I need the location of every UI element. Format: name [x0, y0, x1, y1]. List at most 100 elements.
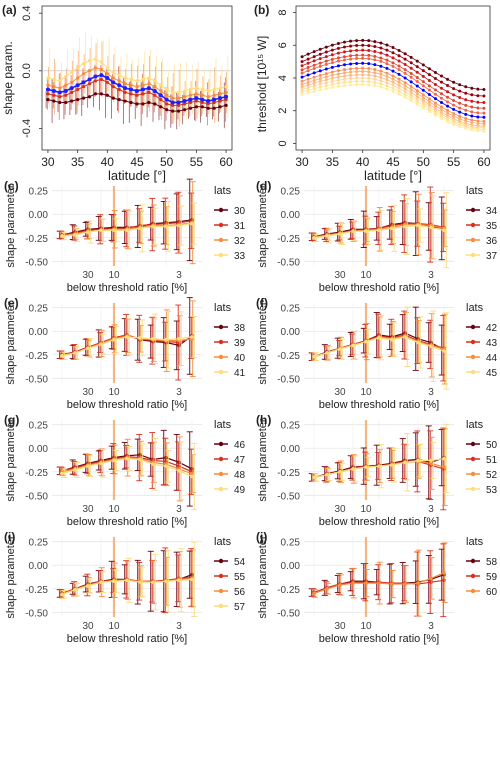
facet-point [73, 351, 77, 355]
facet-ytick-label: 0.00 [281, 444, 301, 455]
panel-b-point [349, 80, 353, 84]
facet-legend-label: 47 [234, 455, 246, 466]
panel-a-point [123, 82, 127, 86]
panel-b-point [355, 39, 359, 43]
panel-b-point [427, 107, 431, 111]
panel-b-point [433, 92, 437, 96]
panel-b-point [427, 105, 431, 109]
facet-tag: (g) [4, 413, 19, 427]
panel-b-point [355, 76, 359, 80]
panel-b-point [391, 61, 395, 65]
facet-point [190, 221, 194, 226]
panel-b-point [482, 115, 486, 119]
panel-b-point [458, 101, 462, 105]
facet-legend-marker [470, 471, 476, 477]
panel-a-point [87, 95, 92, 99]
panel-b-point [330, 61, 334, 65]
facet-legend-label: 50 [486, 440, 498, 451]
facet-point [190, 335, 194, 339]
facet-tag: (j) [256, 530, 267, 544]
facet-legend-marker [218, 441, 224, 447]
facet-point [125, 578, 129, 583]
panel-b-point [306, 57, 310, 61]
facet-legend-marker [218, 207, 224, 213]
panel-b-point [349, 62, 353, 66]
facet-point [86, 584, 90, 588]
panel-b-point [482, 94, 486, 98]
panel-b-point [470, 93, 474, 97]
panel-b-point [330, 85, 334, 89]
facet-legend-marker [470, 354, 476, 360]
facet-point [99, 461, 103, 466]
facet-point [325, 234, 329, 238]
panel-b-point [373, 71, 377, 75]
panel-b-point [470, 86, 474, 90]
panel-a-frame [41, 5, 233, 151]
facet-legend-title: lats [466, 419, 484, 431]
panel-b-point [409, 91, 413, 95]
panel-a-highlight-point [212, 97, 217, 102]
facet-tag: (d) [256, 179, 271, 193]
panel-b-point [349, 83, 353, 87]
facet-point [325, 472, 329, 477]
panel-b-point [361, 43, 365, 47]
panel-a-highlight-point [146, 86, 151, 91]
panel-a-point [188, 100, 193, 105]
panel-b-point [318, 77, 322, 81]
facet-legend-marker [470, 456, 476, 462]
panel-a-point [52, 99, 56, 103]
facet-point [403, 335, 407, 339]
panel-b-point [367, 83, 371, 87]
facet-ytick-label: -0.50 [277, 608, 300, 619]
facet-point [190, 577, 194, 582]
panel-b-point [318, 69, 322, 73]
facet-legend-marker [218, 486, 224, 492]
facet-point [338, 232, 342, 236]
panel-b-point [373, 80, 377, 84]
facet-legend-marker [218, 456, 224, 462]
panel-a-point [159, 105, 163, 109]
panel-b-point [379, 51, 383, 55]
panel-a-point [176, 103, 181, 107]
panel-b-point [415, 100, 419, 104]
panel-a-point [200, 87, 204, 92]
facet-point [151, 224, 155, 229]
facet-tag: (f) [256, 296, 268, 310]
panel-b-point [300, 90, 304, 94]
facet-point [390, 463, 394, 467]
panel-a-point [70, 80, 74, 84]
panel-a-point [93, 79, 98, 83]
panel-b-point [433, 82, 437, 86]
panel-b-point [349, 49, 353, 53]
facet-ytick-label: -0.25 [277, 234, 300, 245]
facet-xtick-label: 10 [108, 270, 120, 281]
panel-a-highlight-point [99, 73, 104, 78]
panel-b-point [446, 104, 450, 108]
panel-a-point [165, 87, 169, 92]
facet-ytick-label: -0.50 [277, 257, 300, 268]
panel-a-point [212, 93, 216, 97]
panel-b-ytick-label: 2 [277, 108, 289, 114]
panel-a-point [159, 83, 163, 87]
facet-point [442, 456, 446, 461]
panel-b-xlabel: latitude [°] [364, 168, 422, 183]
panel-a-highlight-point [206, 99, 211, 104]
panel-b-ylabel: threshold [10¹⁵ W] [255, 36, 269, 132]
panel-b-point [300, 75, 304, 79]
facet-xtick-label: 3 [428, 504, 434, 515]
panel-a-point [206, 89, 210, 93]
facet-legend-label: 36 [486, 236, 498, 247]
facet-point [99, 342, 103, 347]
panel-a-point [141, 102, 145, 106]
panel-a-point [58, 100, 62, 105]
facet-ytick-label: -0.50 [277, 491, 300, 502]
panel-a-point [129, 77, 133, 82]
facet-point [177, 223, 181, 228]
facet-ylabel: shape parameter [5, 184, 17, 267]
facet-xtick-label: 3 [176, 387, 182, 398]
panel-b-point [300, 60, 304, 64]
panel-b-point [336, 75, 340, 79]
panel-b-point [470, 105, 474, 109]
panel-a-xtick-label: 55 [190, 155, 204, 169]
facet-point [112, 337, 116, 342]
